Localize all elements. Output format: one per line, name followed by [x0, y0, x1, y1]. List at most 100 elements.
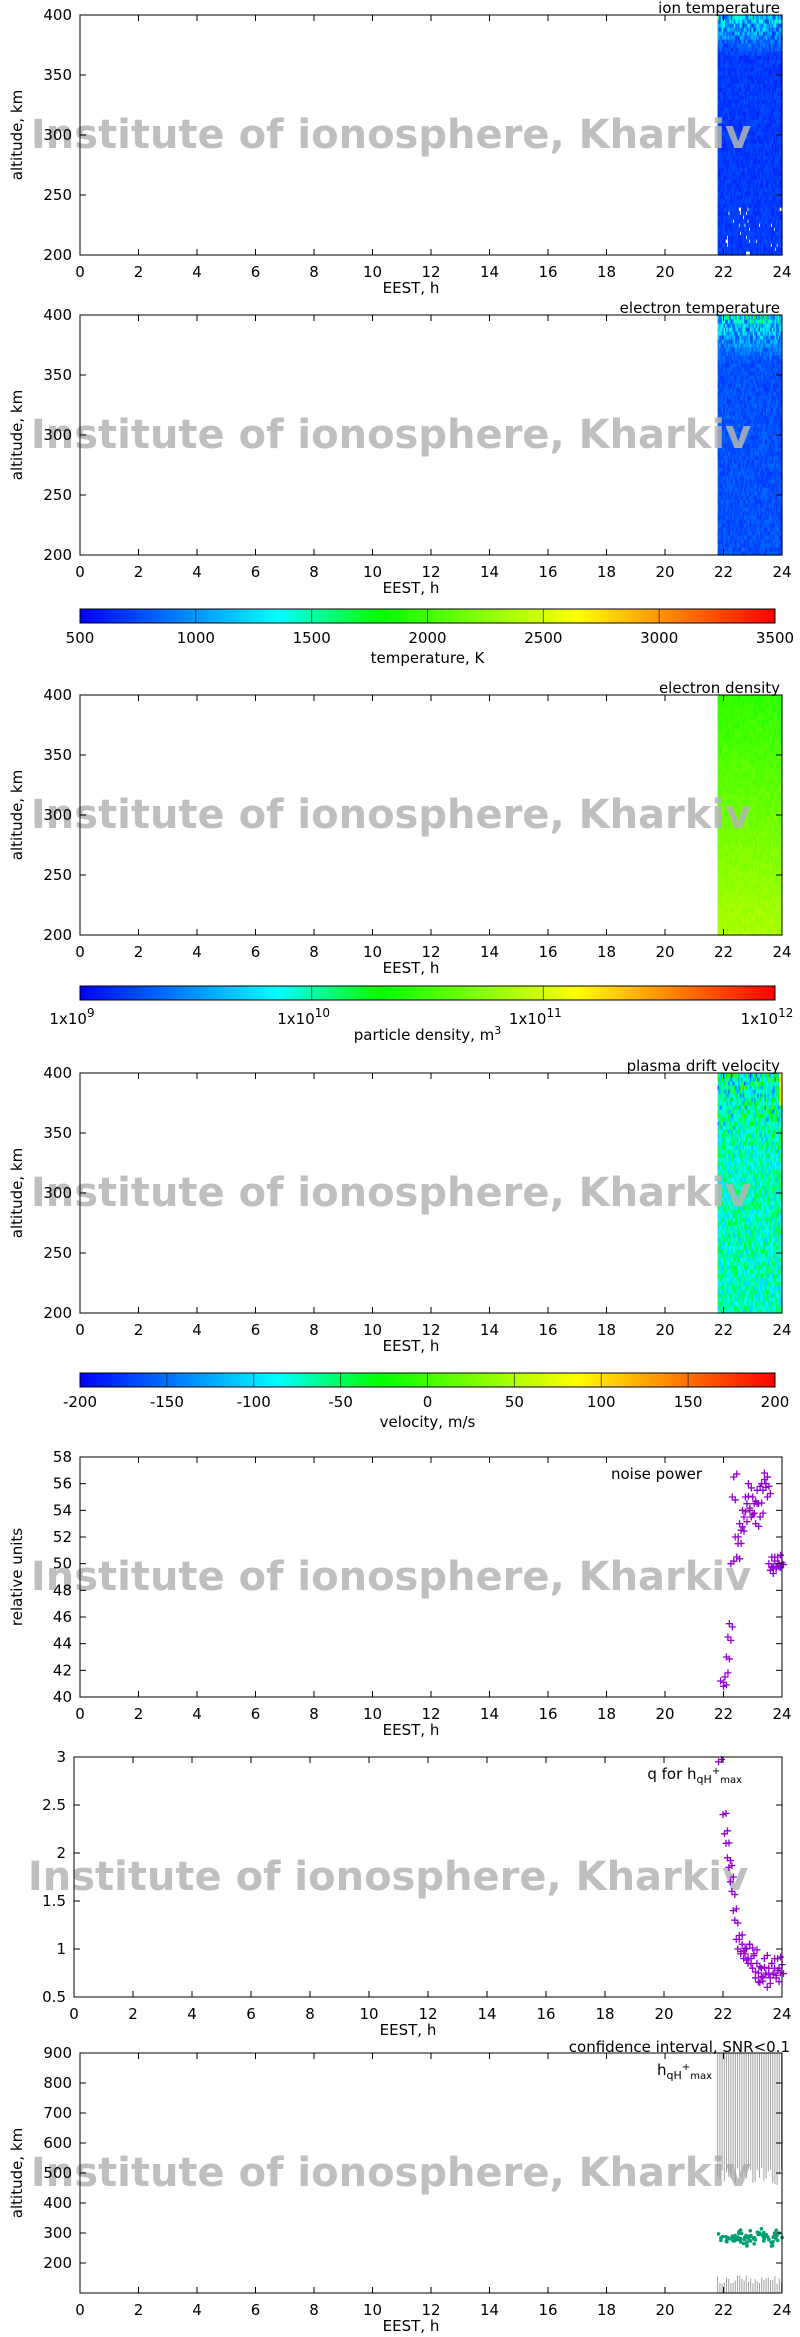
heatmap-cell: [764, 407, 767, 412]
heatmap-cell: [736, 71, 739, 76]
heatmap-cell: [767, 119, 770, 124]
heatmap-cell: [725, 459, 728, 464]
heatmap-cell: [733, 111, 736, 116]
heatmap-cell: [770, 511, 773, 516]
heatmap-cell: [765, 487, 768, 492]
heatmap-cell: [742, 107, 745, 112]
heatmap-cell: [738, 31, 741, 36]
heatmap-cell: [733, 379, 736, 384]
heatmap-cell: [760, 479, 763, 484]
heatmap-cell: [752, 359, 755, 364]
heatmap-cell: [776, 175, 779, 180]
heatmap-cell: [779, 227, 782, 232]
heatmap-cell: [739, 127, 742, 132]
heatmap-cell: [722, 535, 725, 540]
heatmap-cell: [767, 247, 770, 252]
heatmap-cell: [749, 39, 752, 44]
heatmap-cell: [752, 79, 755, 84]
heatmap-cell: [761, 507, 764, 512]
heatmap-cell: [748, 411, 751, 416]
heatmap-cell: [761, 23, 764, 28]
heatmap-cell: [761, 83, 764, 88]
heatmap-cell: [744, 27, 747, 32]
heatmap-cell: [763, 219, 766, 224]
heatmap-cell: [739, 463, 742, 468]
heatmap-cell: [755, 339, 758, 344]
heatmap-cell: [745, 79, 748, 84]
heatmap-cell: [732, 27, 735, 32]
heatmap-cell: [742, 439, 745, 444]
heatmap-cell: [733, 439, 736, 444]
heatmap-cell: [744, 483, 747, 488]
heatmap-cell: [736, 423, 739, 428]
heatmap-cell: [744, 107, 747, 112]
heatmap-cell: [757, 231, 760, 236]
heatmap-cell: [717, 67, 720, 72]
heatmap-cell: [741, 439, 744, 444]
heatmap-cell: [755, 459, 758, 464]
heatmap-cell: [752, 391, 755, 396]
heatmap-cell: [717, 183, 720, 188]
heatmap-cell: [725, 403, 728, 408]
heatmap-cell: [770, 535, 773, 540]
heatmap-cell: [768, 407, 771, 412]
heatmap-cell: [738, 23, 741, 28]
heatmap-cell: [748, 43, 751, 48]
heatmap-cell: [725, 491, 728, 496]
heatmap-cell: [748, 319, 751, 324]
heatmap-cell: [767, 155, 770, 160]
heatmap-cell: [727, 535, 730, 540]
heatmap-cell: [771, 59, 774, 64]
heatmap-cell: [717, 383, 720, 388]
heatmap-cell: [749, 119, 752, 124]
heatmap-cell: [745, 119, 748, 124]
heatmap-cell: [738, 15, 741, 20]
heatmap-cell: [773, 423, 776, 428]
heatmap-cell: [748, 231, 751, 236]
heatmap-cell: [727, 67, 730, 72]
heatmap-cell: [768, 211, 771, 216]
heatmap-cell: [730, 87, 733, 92]
heatmap-cell: [735, 531, 738, 536]
heatmap-cell: [735, 387, 738, 392]
heatmap-cell: [754, 387, 757, 392]
heatmap-cell: [746, 467, 749, 472]
heatmap-cell: [763, 171, 766, 176]
heatmap-cell: [726, 83, 729, 88]
heatmap-cell: [763, 51, 766, 56]
heatmap-cell: [745, 535, 748, 540]
heatmap-cell: [768, 251, 771, 256]
heatmap-cell: [771, 219, 774, 224]
heatmap-cell: [730, 227, 733, 232]
heatmap-cell: [745, 187, 748, 192]
heatmap-cell: [760, 95, 763, 100]
heatmap-cell: [730, 359, 733, 364]
heatmap-cell: [771, 35, 774, 40]
heatmap-cell: [720, 427, 723, 432]
heatmap-cell: [717, 455, 720, 460]
heatmap-cell: [729, 371, 732, 376]
heatmap-cell: [776, 247, 779, 252]
heatmap-cell: [733, 207, 736, 212]
heatmap-cell: [725, 487, 728, 492]
heatmap-cell: [729, 531, 732, 536]
heatmap-cell: [732, 35, 735, 40]
heatmap-cell: [763, 67, 766, 72]
heatmap-cell: [748, 75, 751, 80]
heatmap-cell: [738, 191, 741, 196]
heatmap-cell: [726, 351, 729, 356]
heatmap-cell: [763, 383, 766, 388]
heatmap-cell: [773, 55, 776, 60]
heatmap-cell: [763, 215, 766, 220]
heatmap-cell: [763, 131, 766, 136]
heatmap-cell: [744, 383, 747, 388]
heatmap-cell: [727, 235, 730, 240]
heatmap-cell: [773, 495, 776, 500]
heatmap-cell: [745, 483, 748, 488]
heatmap-cell: [767, 503, 770, 508]
heatmap-cell: [768, 503, 771, 508]
heatmap-cell: [741, 83, 744, 88]
heatmap-cell: [765, 51, 768, 56]
heatmap-cell: [749, 67, 752, 72]
heatmap-cell: [773, 395, 776, 400]
